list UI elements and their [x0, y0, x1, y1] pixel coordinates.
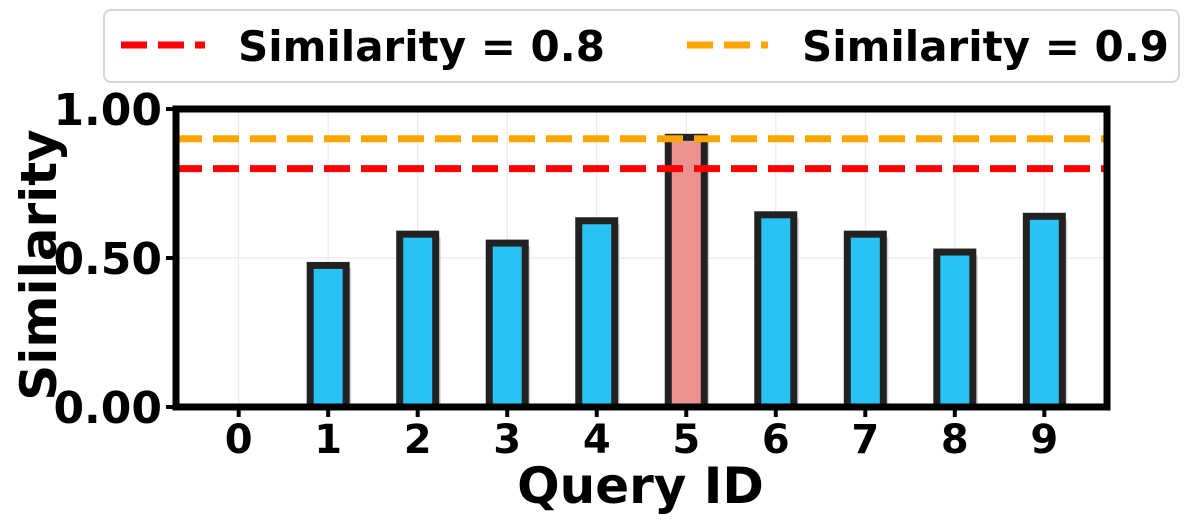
- x-tick-label: 0: [225, 417, 253, 463]
- legend-label-similarity-0.9: Similarity = 0.9: [802, 22, 1169, 71]
- legend-box: [103, 9, 1180, 83]
- bar: [575, 217, 619, 411]
- legend: Similarity = 0.8 Similarity = 0.9: [103, 9, 1180, 83]
- x-tick-label: 6: [762, 417, 790, 463]
- bar: [933, 248, 977, 411]
- y-axis-label: Similarity: [10, 129, 68, 401]
- bar: [306, 261, 350, 411]
- x-tick-label: 8: [941, 417, 969, 463]
- bar: [396, 230, 440, 411]
- y-tick-layer: 0.00 0.50 1.00: [53, 85, 176, 434]
- y-tick-label: 1.00: [53, 85, 162, 136]
- bar-highlighted: [664, 133, 708, 411]
- bar: [843, 230, 887, 411]
- legend-label-similarity-0.8: Similarity = 0.8: [238, 22, 605, 71]
- x-tick-label: 2: [404, 417, 432, 463]
- x-tick-label: 4: [583, 417, 611, 463]
- x-tick-label: 5: [672, 417, 700, 463]
- bar: [485, 239, 529, 411]
- x-axis-label: Query ID: [517, 457, 764, 515]
- x-tick-label: 7: [851, 417, 879, 463]
- y-tick-label: 0.00: [53, 383, 162, 434]
- x-tick-label: 3: [493, 417, 521, 463]
- reference-line-layer: [176, 135, 1107, 173]
- bar-layer: [306, 133, 1068, 411]
- bar: [1022, 212, 1066, 411]
- x-tick-label: 9: [1030, 417, 1058, 463]
- bar: [754, 211, 798, 411]
- x-tick-layer: 0 1 2 3 4 5 6 7 8 9: [225, 407, 1058, 463]
- x-tick-label: 1: [314, 417, 342, 463]
- y-tick-label: 0.50: [53, 234, 162, 285]
